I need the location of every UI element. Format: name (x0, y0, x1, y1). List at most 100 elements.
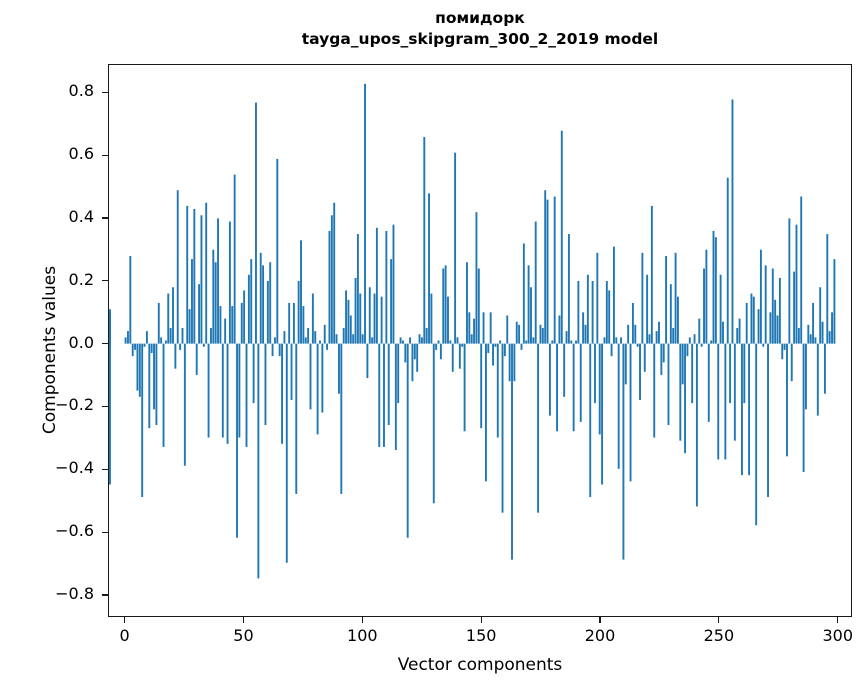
bar (767, 343, 769, 498)
x-tick-mark (718, 617, 720, 623)
x-tick-label: 0 (119, 626, 130, 645)
bar (563, 343, 566, 397)
bar (342, 327, 345, 344)
bar (257, 343, 260, 579)
bar (250, 259, 253, 344)
bar (577, 281, 580, 344)
y-tick-label: −0.6 (55, 521, 94, 541)
y-tick-mark (102, 343, 108, 345)
bar (273, 337, 276, 344)
bar (309, 343, 312, 410)
bar (603, 337, 606, 344)
bar (743, 343, 746, 404)
bar (821, 321, 824, 344)
bar (755, 343, 758, 526)
x-axis-label: Vector components (397, 655, 563, 675)
bar (247, 274, 250, 344)
bar (816, 343, 819, 416)
bar (285, 343, 288, 563)
bar (539, 324, 542, 344)
bar (347, 299, 350, 344)
bar (418, 334, 421, 344)
bar (145, 331, 148, 344)
bar (338, 343, 340, 394)
bar (364, 83, 366, 344)
bar (530, 287, 532, 344)
bar (179, 343, 182, 350)
bar (594, 343, 596, 404)
bar (558, 315, 561, 344)
bar (439, 343, 442, 360)
x-tick-label: 100 (347, 626, 378, 645)
bar (259, 252, 262, 344)
bar (264, 343, 267, 426)
bar (655, 331, 658, 344)
y-tick-mark (102, 280, 108, 282)
bar (480, 343, 483, 429)
bar (643, 343, 646, 372)
bar (138, 343, 141, 397)
bar (752, 296, 755, 344)
bar (553, 196, 556, 344)
bar (397, 343, 400, 404)
bar (195, 343, 198, 375)
bar (776, 315, 779, 344)
bar (707, 343, 710, 422)
bar (150, 343, 153, 354)
bar (385, 230, 388, 344)
bar (482, 312, 485, 344)
x-tick-label: 150 (465, 626, 497, 645)
bar (629, 343, 632, 482)
bar (323, 324, 326, 344)
bar (764, 265, 767, 344)
bar (345, 290, 348, 344)
bar (788, 218, 791, 344)
bar (544, 190, 547, 344)
bar (402, 340, 404, 344)
bar (748, 343, 751, 476)
bar (724, 343, 727, 460)
bar (560, 130, 563, 344)
bar (231, 306, 234, 344)
bar (321, 343, 324, 413)
bar (466, 262, 468, 344)
bar (352, 334, 355, 344)
bar (176, 190, 179, 344)
bar (406, 343, 409, 538)
bar (361, 334, 364, 344)
bar (127, 331, 129, 344)
y-axis-label-wrap: Components values (0, 90, 60, 590)
y-tick-label: −0.2 (55, 395, 94, 415)
bar (648, 334, 651, 344)
bar (228, 221, 231, 344)
bar (814, 337, 817, 344)
bar (487, 343, 490, 354)
bar (252, 343, 255, 404)
bar (612, 246, 615, 344)
y-tick-label: −0.8 (55, 584, 94, 603)
bar (475, 212, 478, 344)
bar (307, 327, 310, 344)
bar (288, 302, 291, 344)
bar (807, 324, 810, 344)
bar (148, 343, 151, 429)
bar (667, 343, 670, 426)
y-tick-mark (102, 154, 108, 156)
bar (420, 337, 423, 344)
plot-area (108, 64, 852, 617)
bar (527, 265, 530, 344)
bar (181, 327, 184, 344)
bar (589, 343, 592, 498)
bar (511, 343, 513, 560)
bar (394, 343, 397, 451)
bar (513, 343, 516, 382)
bar (610, 343, 613, 357)
bar (217, 218, 219, 344)
bar (579, 343, 582, 422)
bar (425, 327, 428, 344)
bar (468, 312, 471, 344)
bar (207, 343, 210, 438)
bar (456, 337, 459, 344)
bar (172, 287, 174, 344)
